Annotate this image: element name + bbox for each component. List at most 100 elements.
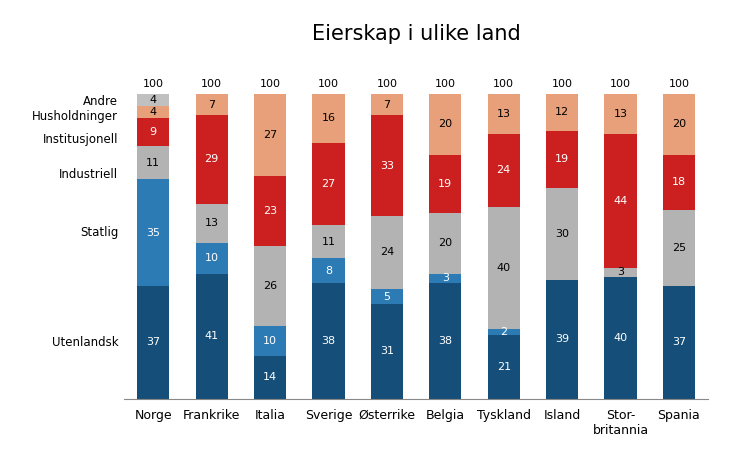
Text: 4: 4 xyxy=(150,95,157,105)
Bar xyxy=(488,134,520,207)
Text: 5: 5 xyxy=(383,292,391,302)
Text: 100: 100 xyxy=(143,79,164,89)
Text: 10: 10 xyxy=(263,336,277,346)
Bar xyxy=(429,155,461,213)
Bar xyxy=(137,179,169,286)
Bar xyxy=(254,176,286,246)
Bar xyxy=(429,274,461,283)
Text: 20: 20 xyxy=(438,238,453,248)
Bar xyxy=(546,280,578,399)
Text: Utenlandsk: Utenlandsk xyxy=(52,336,118,349)
Text: 14: 14 xyxy=(263,372,277,382)
Bar xyxy=(546,188,578,280)
Text: 40: 40 xyxy=(496,263,511,273)
Bar xyxy=(137,106,169,118)
Bar xyxy=(546,94,578,130)
Text: Statlig: Statlig xyxy=(80,226,118,239)
Bar xyxy=(137,146,169,179)
Bar xyxy=(429,94,461,155)
Text: 33: 33 xyxy=(380,160,394,171)
Bar xyxy=(663,286,695,399)
Text: 40: 40 xyxy=(613,333,628,343)
Bar xyxy=(254,246,286,326)
Text: 100: 100 xyxy=(552,79,572,89)
Text: 3: 3 xyxy=(442,273,449,283)
Bar xyxy=(604,277,637,399)
Bar xyxy=(312,283,345,399)
Bar xyxy=(488,94,520,134)
Bar xyxy=(604,134,637,268)
Text: Husholdninger: Husholdninger xyxy=(32,111,118,123)
Bar xyxy=(312,94,345,143)
Bar xyxy=(663,155,695,210)
Text: 10: 10 xyxy=(204,254,219,264)
Text: 38: 38 xyxy=(321,336,336,346)
Bar xyxy=(312,143,345,225)
Bar xyxy=(663,210,695,286)
Text: 13: 13 xyxy=(496,109,511,119)
Text: 19: 19 xyxy=(555,154,569,164)
Text: 23: 23 xyxy=(263,206,277,216)
Bar xyxy=(137,118,169,146)
Text: 24: 24 xyxy=(496,165,511,175)
Text: 12: 12 xyxy=(555,107,569,117)
Text: 100: 100 xyxy=(669,79,689,89)
Text: 100: 100 xyxy=(493,79,514,89)
Text: 7: 7 xyxy=(383,100,391,110)
Text: 26: 26 xyxy=(263,281,277,291)
Text: 25: 25 xyxy=(672,243,686,253)
Bar xyxy=(137,94,169,106)
Text: 7: 7 xyxy=(208,100,215,110)
Bar xyxy=(663,94,695,155)
Bar xyxy=(312,225,345,259)
Text: 41: 41 xyxy=(204,331,219,341)
Text: 3: 3 xyxy=(617,267,624,277)
Text: 18: 18 xyxy=(672,177,686,188)
Text: 19: 19 xyxy=(438,179,453,189)
Text: 44: 44 xyxy=(613,196,628,206)
Bar xyxy=(312,259,345,283)
Bar xyxy=(254,326,286,356)
Bar xyxy=(429,283,461,399)
Bar xyxy=(488,335,520,399)
Bar xyxy=(137,286,169,399)
Bar xyxy=(196,243,228,274)
Text: 24: 24 xyxy=(380,247,394,257)
Bar xyxy=(254,356,286,399)
Text: 11: 11 xyxy=(321,237,336,247)
Text: 31: 31 xyxy=(380,347,394,357)
Text: 100: 100 xyxy=(201,79,222,89)
Title: Eierskap i ulike land: Eierskap i ulike land xyxy=(312,24,520,44)
Text: 13: 13 xyxy=(204,218,219,228)
Text: 38: 38 xyxy=(438,336,453,346)
Text: 39: 39 xyxy=(555,334,569,344)
Text: 8: 8 xyxy=(325,265,332,276)
Text: 100: 100 xyxy=(435,79,456,89)
Text: 29: 29 xyxy=(204,154,219,164)
Text: 100: 100 xyxy=(260,79,280,89)
Bar xyxy=(488,207,520,328)
Text: 4: 4 xyxy=(150,107,157,117)
Text: 35: 35 xyxy=(146,227,161,237)
Bar xyxy=(429,213,461,274)
Bar xyxy=(254,94,286,176)
Text: 27: 27 xyxy=(263,130,277,140)
Bar xyxy=(604,94,637,134)
Text: 37: 37 xyxy=(672,337,686,347)
Text: 11: 11 xyxy=(146,158,161,168)
Text: 20: 20 xyxy=(438,120,453,130)
Text: 9: 9 xyxy=(150,127,157,137)
Bar xyxy=(371,304,403,399)
Text: 16: 16 xyxy=(321,113,336,123)
Bar xyxy=(196,204,228,243)
Text: 100: 100 xyxy=(610,79,631,89)
Text: 37: 37 xyxy=(146,337,161,347)
Bar xyxy=(196,94,228,116)
Text: 2: 2 xyxy=(500,327,507,337)
Text: 100: 100 xyxy=(318,79,339,89)
Text: 30: 30 xyxy=(555,229,569,239)
Bar xyxy=(371,289,403,304)
Text: Industriell: Industriell xyxy=(59,168,118,181)
Text: 27: 27 xyxy=(321,179,336,189)
Bar xyxy=(546,130,578,188)
